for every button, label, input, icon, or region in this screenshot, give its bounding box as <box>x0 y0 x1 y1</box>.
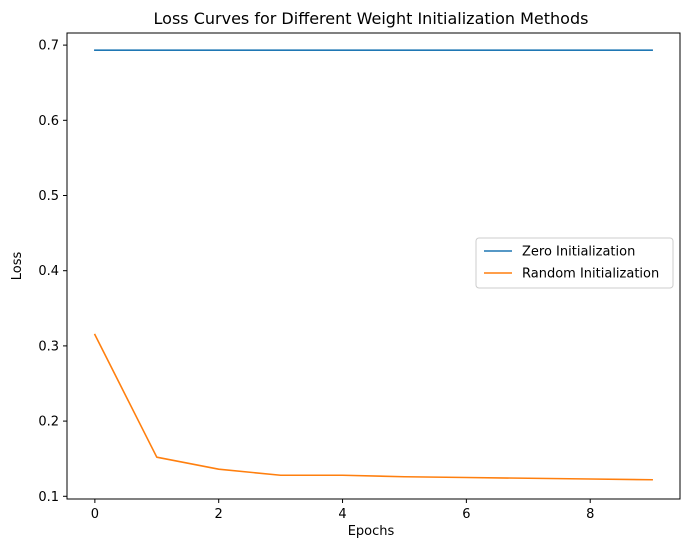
y-tick-label: 0.2 <box>38 415 59 430</box>
y-axis-label: Loss <box>10 252 25 281</box>
x-tick-label: 6 <box>462 507 470 522</box>
x-tick-label: 0 <box>91 507 99 522</box>
y-tick-label: 0.1 <box>38 490 59 505</box>
chart-title: Loss Curves for Different Weight Initial… <box>154 9 589 28</box>
x-axis: 0 2 4 6 8 <box>91 499 594 522</box>
x-tick-label: 4 <box>338 507 346 522</box>
y-tick-label: 0.4 <box>38 264 59 279</box>
series-group <box>93 49 653 481</box>
x-axis-label: Epochs <box>348 524 395 539</box>
x-tick-label: 8 <box>586 507 594 522</box>
legend: Zero Initialization Random Initialization <box>475 237 674 289</box>
legend-label-0: Zero Initialization <box>522 245 635 260</box>
y-tick-label: 0.5 <box>38 189 59 204</box>
series-line-1 <box>93 333 653 481</box>
x-tick-label: 2 <box>215 507 223 522</box>
y-tick-label: 0.6 <box>38 114 59 129</box>
y-tick-label: 0.3 <box>38 339 59 354</box>
legend-label-1: Random Initialization <box>522 267 659 282</box>
legend-box <box>475 237 674 289</box>
plot-frame <box>66 32 681 500</box>
y-axis: 0.1 0.2 0.3 0.4 0.5 0.6 0.7 <box>38 39 67 505</box>
y-tick-label: 0.7 <box>38 39 59 54</box>
